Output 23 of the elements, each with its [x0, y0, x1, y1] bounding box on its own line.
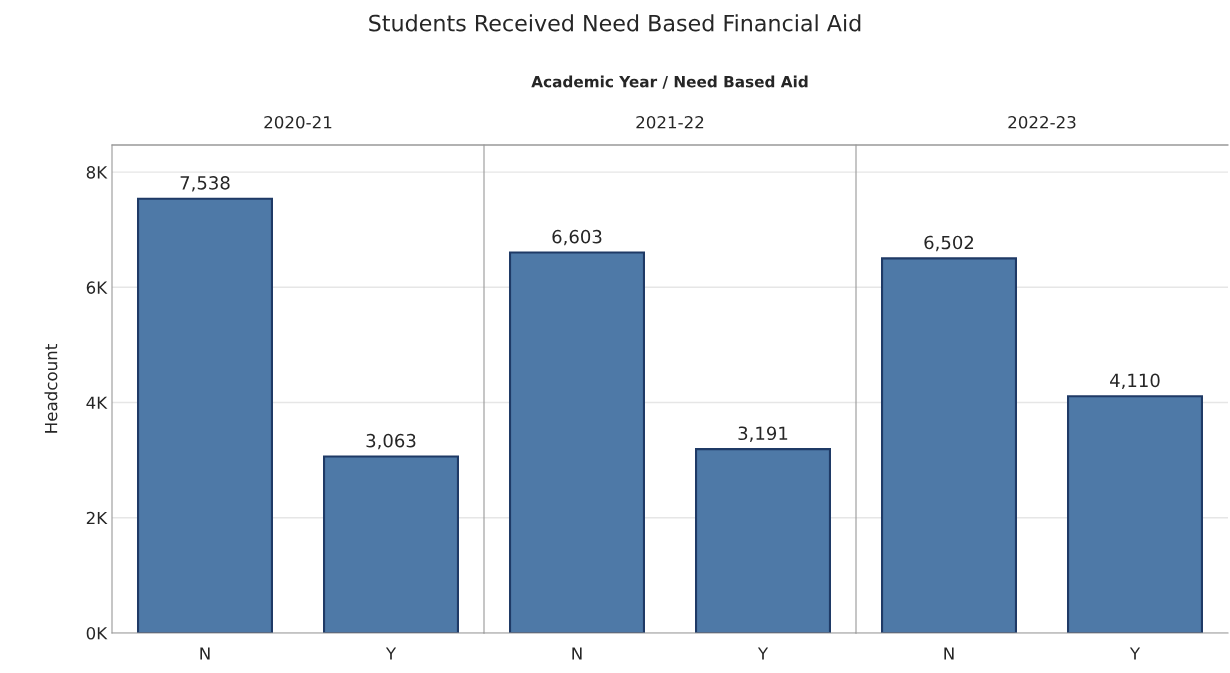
- x-tick-label: Y: [385, 647, 397, 660]
- x-tick-label: Y: [757, 647, 769, 660]
- chart-title: 2021-22: [636, 115, 704, 129]
- x-tick-label: N: [200, 647, 210, 660]
- chart-title: 2022-23: [1008, 115, 1076, 129]
- data-label: 6,502: [924, 235, 974, 252]
- text: Academic Year / Need Based Aid: [531, 75, 808, 89]
- y-tick-label: 2K: [86, 511, 108, 525]
- data-label: 3,063: [366, 433, 416, 450]
- data-label: 6,603: [552, 229, 602, 246]
- y-tick-label: 0K: [86, 626, 108, 640]
- y-tick-label: 6K: [86, 281, 108, 294]
- y-tick-label: 8K: [86, 166, 108, 179]
- x-tick-label: N: [944, 647, 954, 660]
- data-label: 3,191: [738, 426, 788, 442]
- x-tick-label: Y: [1129, 647, 1141, 660]
- x-tick-label: N: [572, 647, 582, 660]
- text: Students Received Need Based Financial Aid: [369, 14, 861, 32]
- y-tick-label: 4K: [86, 396, 108, 409]
- data-label: 7,538: [180, 175, 230, 192]
- data-label: 4,110: [1110, 373, 1160, 389]
- chart-title: 2020-21: [264, 115, 332, 129]
- y-axis-title: Headcount: [44, 344, 58, 433]
